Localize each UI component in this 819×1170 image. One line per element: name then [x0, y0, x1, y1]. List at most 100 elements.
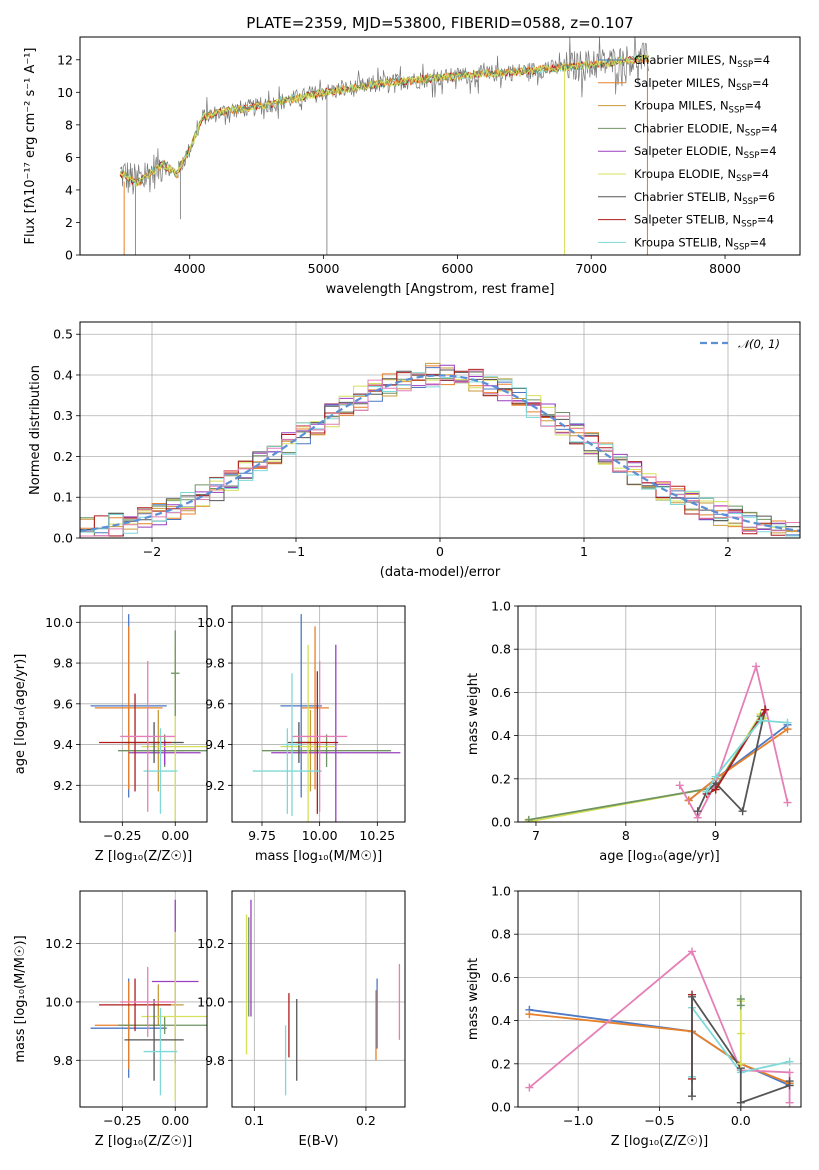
massweight_vs_Z-frame	[517, 890, 802, 1108]
plus-marker	[785, 1077, 794, 1086]
y-tick-label: 10	[57, 85, 73, 100]
mass_vs_Z-frame	[79, 890, 208, 1108]
plus-marker	[688, 992, 697, 1001]
y-tick-label: 0.4	[491, 1013, 511, 1028]
x-tick-label: 0.00	[161, 1113, 189, 1128]
legend-label: Kroupa MILES, N	[634, 99, 729, 113]
y-tick-label: 9.2	[53, 778, 73, 793]
y-tick-label: 0.5	[53, 327, 73, 342]
legend-label: Kroupa STELIB, N	[634, 235, 734, 249]
errorbar-point	[282, 673, 302, 816]
mass_vs_Z-axes: −0.25 0.00 9.8 10.0 10.2 Z [log₁₀(Z/Z☉)] mass …	[13, 891, 207, 1149]
y-tick-label: 9.8	[53, 656, 73, 671]
legend-tail: =4	[761, 121, 778, 135]
normal-curve	[80, 374, 800, 532]
age_vs_Z-grid	[80, 606, 207, 822]
legend-label: Chabrier STELIB, N	[634, 190, 742, 204]
y-tick-label: 0.6	[491, 970, 511, 985]
legend-entry: Kroupa ELODIE, NSSP=4	[634, 167, 769, 184]
mass_vs_ebv-xlabel: E(B-V)	[298, 1134, 338, 1149]
y-tick-label: 10.0	[45, 615, 73, 630]
massweight_vs_Z-grid	[518, 890, 801, 1108]
errorbar-point	[252, 728, 322, 814]
plus-marker	[688, 947, 697, 956]
legend-tail: =4	[760, 144, 777, 158]
legend-sub: SSP	[736, 83, 752, 93]
mass_vs_Z-ylabel: mass [log₁₀(M/M☉)]	[13, 935, 28, 1062]
series-salpeter_miles	[684, 725, 792, 805]
residuals-xlabel: (data-model)/error	[380, 565, 501, 580]
residuals-axes: −2 −1 0 1 2 0.0 0.1 0.2 0.3 0.4 0.5 (data-model)/er…	[28, 322, 800, 580]
model-spectrum-kroupa_elodie	[120, 53, 650, 187]
errorbar-point	[120, 966, 176, 1037]
plus-marker	[736, 1029, 745, 1038]
plus-marker	[736, 1098, 745, 1107]
y-tick-label: 12	[57, 52, 73, 67]
errorbar-point	[99, 978, 172, 1032]
y-tick-label: 0.0	[53, 531, 73, 546]
errorbar-point	[171, 630, 180, 717]
series-chabrier_stelib	[688, 992, 794, 1107]
y-tick-label: 1.0	[491, 884, 511, 899]
y-tick-label: 0.2	[53, 449, 73, 464]
x-tick-label: 9	[712, 828, 720, 843]
plus-marker	[736, 1001, 745, 1010]
age_vs_Z-frame	[79, 605, 208, 823]
y-tick-label: 10.0	[197, 615, 225, 630]
x-tick-label: 5000	[308, 261, 340, 276]
errorbar-point	[301, 626, 329, 790]
errorbar-point	[124, 999, 184, 1081]
errorbar-point	[94, 626, 163, 790]
legend-sub: SSP	[741, 220, 757, 230]
x-tick-label: 0.1	[244, 1113, 264, 1128]
mass_vs_Z-grid	[80, 891, 207, 1107]
spectrum-frame	[79, 36, 801, 256]
y-tick-label: 9.8	[53, 1053, 73, 1068]
errorbar-point	[261, 734, 392, 767]
y-tick-label: 0.0	[491, 815, 511, 830]
errorbar-point	[280, 644, 336, 822]
residuals-legend: 𝒩(0, 1)	[700, 337, 780, 351]
y-tick-label: 9.6	[205, 696, 225, 711]
legend-label: Kroupa ELODIE, N	[634, 167, 736, 181]
y-tick-label: 9.6	[53, 696, 73, 711]
legend-entry: Salpeter MILES, NSSP=4	[634, 76, 769, 93]
mass_vs_Z-xlabel: Z [log₁₀(Z/Z☉)]	[95, 1134, 192, 1149]
y-tick-label: 9.8	[205, 1053, 225, 1068]
hist-kroupa_elodie	[80, 372, 800, 537]
plus-marker	[785, 1057, 794, 1066]
y-tick-label: 4	[65, 182, 73, 197]
x-tick-label: 8	[622, 828, 630, 843]
legend-tail: =4	[752, 167, 769, 181]
legend-sub: SSP	[742, 197, 758, 207]
residuals-frame	[79, 321, 801, 539]
y-tick-label: 9.8	[205, 656, 225, 671]
y-tick-label: 0.8	[491, 927, 511, 942]
age_vs_Z-xlabel: Z [log₁₀(Z/Z☉)]	[95, 849, 192, 864]
y-tick-label: 1.0	[491, 599, 511, 614]
plus-marker	[711, 772, 720, 781]
plus-marker	[524, 815, 533, 822]
spectrum-xlabel: wavelength [Angstrom, rest frame]	[326, 282, 555, 297]
plus-marker	[525, 1083, 534, 1092]
errorbar-point	[143, 728, 178, 814]
legend-sub: SSP	[736, 174, 752, 184]
y-tick-label: 0.8	[491, 642, 511, 657]
legend-label: Salpeter MILES, N	[634, 76, 736, 90]
errorbar-point	[99, 693, 172, 792]
plus-marker	[702, 787, 711, 796]
y-tick-label: 9.4	[53, 737, 73, 752]
errorbar-point	[271, 644, 401, 822]
series-line	[705, 719, 788, 793]
x-tick-label: −0.25	[103, 1113, 141, 1128]
x-tick-label: 9.75	[248, 828, 276, 843]
x-tick-label: 0.0	[731, 1113, 751, 1128]
plus-marker	[675, 781, 684, 790]
x-tick-label: 4000	[174, 261, 206, 276]
legend-entry: Chabrier ELODIE, NSSP=4	[634, 121, 778, 138]
y-tick-label: 0.4	[53, 367, 73, 382]
legend-sub: SSP	[734, 242, 750, 252]
x-tick-label: 0.00	[161, 828, 189, 843]
x-tick-label: −1.0	[563, 1113, 593, 1128]
